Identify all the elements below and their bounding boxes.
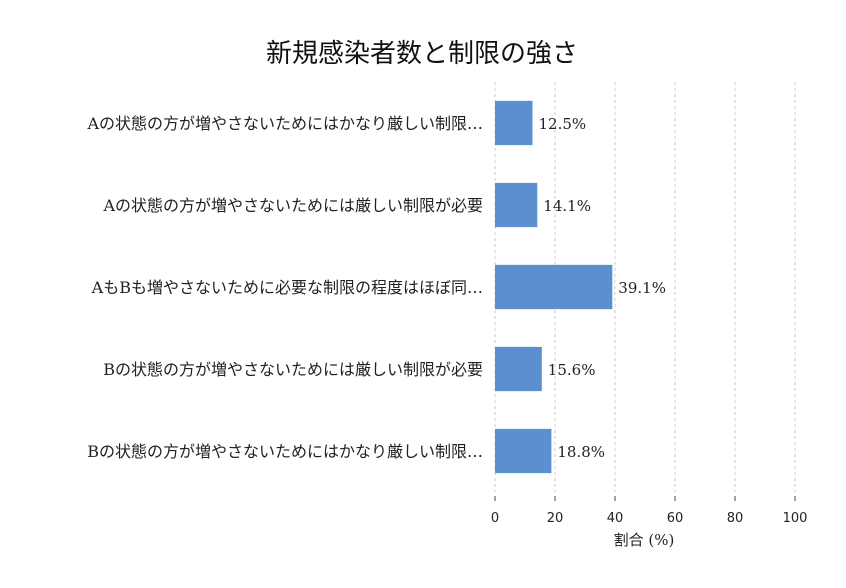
value-labels: 12.5% 14.1% 39.1% 15.6% 18.8%	[539, 115, 666, 461]
category-label: Aの状態の方が増やさないためには厳しい制限が必要	[102, 196, 483, 215]
bar	[495, 182, 538, 228]
category-label: Bの状態の方が増やさないためにはかなり厳しい制限…	[87, 442, 483, 461]
x-tick-label: 0	[491, 511, 499, 526]
x-tick-label: 80	[727, 511, 744, 526]
value-label: 15.6%	[548, 361, 596, 379]
value-label: 14.1%	[543, 197, 591, 215]
category-label: AもBも増やさないために必要な制限の程度はほぼ同…	[91, 278, 483, 297]
x-axis-title: 割合 (%)	[614, 531, 675, 549]
value-label: 18.8%	[557, 443, 605, 461]
x-tick-label: 100	[783, 511, 808, 526]
category-labels: Aの状態の方が増やさないためにはかなり厳しい制限… Aの状態の方が増やさないために…	[86, 114, 483, 461]
x-tick-label: 20	[547, 511, 564, 526]
category-label: Aの状態の方が増やさないためにはかなり厳しい制限…	[86, 114, 483, 133]
category-label: Bの状態の方が増やさないためには厳しい制限が必要	[103, 360, 483, 379]
bar	[495, 100, 533, 146]
x-tick-label: 40	[607, 511, 624, 526]
x-axis-ticks: 0 20 40 60 80 100	[491, 496, 808, 526]
bar	[495, 264, 613, 310]
value-label: 39.1%	[618, 279, 666, 297]
bars	[495, 100, 613, 474]
bar	[495, 346, 542, 392]
bar	[495, 428, 552, 474]
x-tick-label: 60	[667, 511, 684, 526]
chart-title: 新規感染者数と制限の強さ	[266, 39, 578, 69]
value-label: 12.5%	[539, 115, 587, 133]
